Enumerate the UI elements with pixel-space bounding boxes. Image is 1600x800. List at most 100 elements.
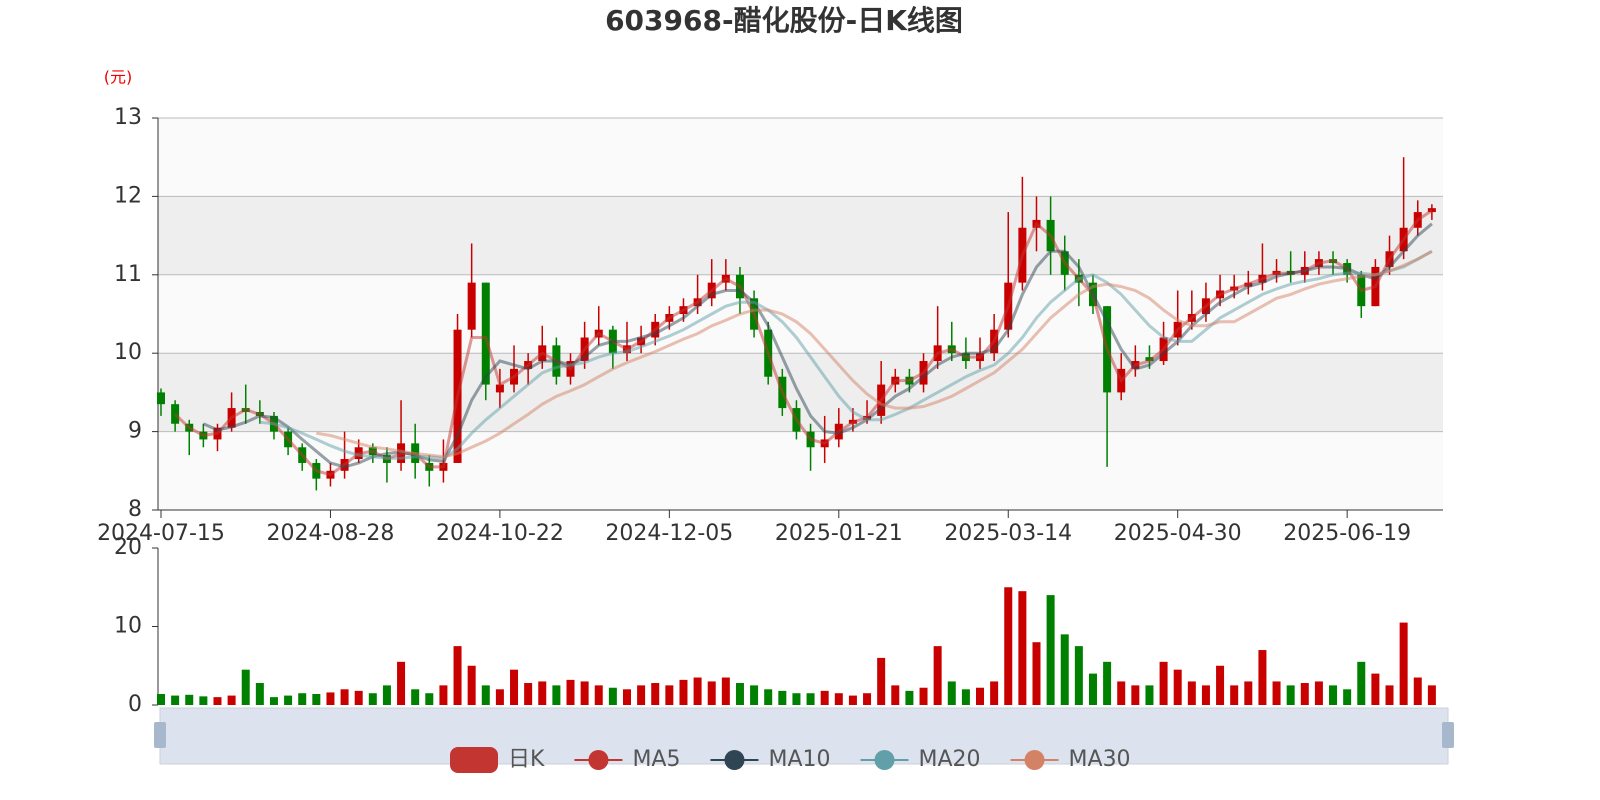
volume-bar [679,679,688,705]
legend-label: MA5 [632,747,680,772]
y-tick-label: 0 [128,692,142,717]
volume-bar [834,693,843,705]
volume-bar [1343,689,1352,705]
y-tick-label: 12 [114,183,142,208]
legend-item[interactable]: MA5 [574,747,680,772]
volume-bar [340,689,349,705]
volume-bar [524,683,533,705]
y-axis-name: (元) [104,68,133,87]
volume-bar [665,685,674,705]
volume-bar [1159,661,1168,705]
x-tick-label: 2025-04-30 [1114,521,1242,546]
zoom-handle[interactable] [1442,722,1454,748]
volume-bar [510,669,519,705]
volume-bar [608,687,617,705]
legend-item[interactable]: MA30 [1010,747,1131,772]
candle-body [495,384,504,393]
volume-bar [354,690,363,705]
volume-bar [1371,673,1380,705]
split-area [158,118,1443,197]
legend-label: MA30 [1069,747,1131,772]
legend-icon [1024,750,1045,770]
volume-bar [877,657,886,705]
split-area [158,353,1443,432]
volume-bar [594,685,603,705]
ma-line [259,249,1433,460]
volume-bar [284,695,293,705]
volume-bar [580,681,589,705]
legend-item[interactable]: MA20 [860,747,981,772]
candle-body [467,282,476,330]
ma-line [316,249,1433,459]
volume-bar [961,689,970,705]
volume-bar [1216,665,1225,705]
volume-bar [1004,587,1013,705]
volume-bar [707,681,716,705]
volume-bar [1399,622,1408,705]
volume-bar [495,689,504,705]
volume-bar [735,683,744,705]
volume-bar [397,661,406,705]
legend-icon [874,750,895,770]
candle-body [481,282,490,385]
candle-body [171,404,180,424]
candle-body [157,392,165,405]
candle-body [1427,208,1436,213]
volume-bar [1074,646,1083,705]
zoom-track[interactable] [159,707,1449,765]
y-tick-label: 9 [128,419,142,444]
zoom-handle[interactable] [154,722,166,748]
volume-bar [185,694,194,705]
x-tick-label: 2024-10-22 [436,521,564,546]
volume-bar [1300,683,1309,705]
volume-bar [792,693,801,705]
volume-bar [1131,685,1140,705]
y-tick-label: 10 [114,614,142,639]
x-tick-label: 2025-03-14 [944,521,1072,546]
y-tick-label: 10 [114,340,142,365]
volume-bar [919,687,928,705]
volume-bar [1032,642,1041,705]
volume-bar [326,692,335,705]
volume-bar [538,681,547,705]
volume-bar [933,646,942,705]
x-tick-label: 2024-12-05 [605,521,733,546]
volume-bar [1117,681,1126,705]
volume-bar [863,693,872,705]
volume-bar [439,685,448,705]
volume-bar [651,683,660,705]
candle-body [1145,357,1154,362]
volume-bar [1244,681,1253,705]
y-tick-label: 20 [114,535,142,560]
x-tick-label: 2024-07-15 [97,521,225,546]
volume-bar [199,696,208,705]
volume-bar [425,693,434,705]
volume-bar [1103,661,1112,705]
volume-bar [1314,681,1323,705]
volume-bar [1427,685,1436,705]
volume-bar [382,685,391,705]
data-zoom[interactable] [154,707,1454,765]
legend-item[interactable]: 日K [450,747,545,773]
volume-bar [552,685,561,705]
legend-label: MA10 [768,747,830,772]
volume-bar [778,690,787,705]
volume-bar [312,694,321,705]
volume-bar [693,677,702,705]
volume-bar [905,690,914,705]
volume-bar [820,690,829,705]
split-area [158,431,1443,510]
volume-bar [990,681,999,705]
volume-bar [411,689,420,705]
volume-bar [1187,681,1196,705]
x-tick-label: 2025-06-19 [1283,521,1411,546]
y-tick-label: 8 [128,497,142,522]
legend-label: MA20 [919,747,981,772]
volume-bar [1173,669,1182,705]
volume-bar [1046,595,1055,705]
volume-bar [848,695,857,705]
legend-item[interactable]: MA10 [710,747,831,772]
volume-bar [622,689,631,705]
volume-bar [750,685,759,705]
